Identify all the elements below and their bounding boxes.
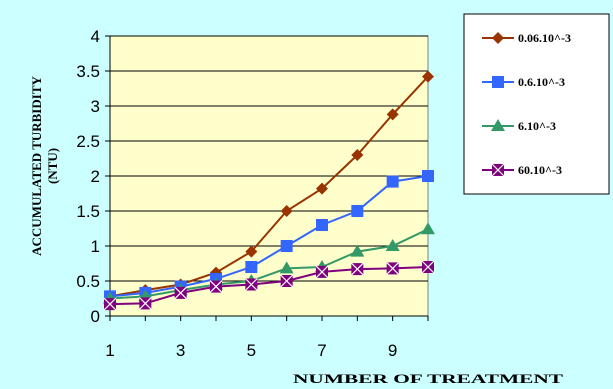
legend-marker (492, 76, 504, 88)
series-line (109, 228, 429, 300)
data-point (244, 278, 258, 291)
data-point (386, 175, 399, 188)
data-point (351, 149, 364, 161)
series-line (109, 175, 429, 298)
series-2 (104, 170, 434, 303)
data-point (280, 240, 293, 252)
data-point (245, 245, 258, 258)
tick-marks (105, 35, 429, 321)
data-point (350, 262, 364, 276)
legend-marker (491, 163, 505, 177)
data-point (350, 244, 365, 257)
y-tick-label: 1.5 (76, 202, 100, 221)
x-tick-label: 3 (176, 341, 185, 360)
legend-item: 6.10^-3 (482, 119, 556, 133)
data-point (351, 205, 364, 217)
data-point (174, 286, 188, 300)
legend-label: 0.6.10^-3 (518, 75, 565, 89)
data-point (385, 239, 400, 251)
series-line (109, 75, 429, 298)
data-point (386, 261, 400, 275)
y-tick-label: 3 (91, 97, 100, 116)
data-point (245, 261, 258, 273)
legend-item: 0.6.10^-3 (482, 75, 565, 89)
y-tick-labels: 0 0.5 1 1.5 2 2.5 3 3.5 4 (76, 27, 100, 326)
data-point (280, 274, 294, 288)
y-tick-label: 3.5 (76, 62, 100, 81)
x-tick-label: 7 (317, 341, 326, 360)
data-point (209, 280, 223, 294)
y-tick-label: 2.5 (76, 132, 100, 151)
y-tick-label: 2 (91, 167, 100, 186)
y-tick-label: 1 (91, 237, 100, 256)
series-4 (103, 260, 435, 311)
gridlines (110, 35, 428, 282)
y-axis-title-line1: ACCUMULATED TURBIDITY (29, 76, 44, 256)
y-axis-title-line2: (NTU) (45, 148, 60, 184)
series-line (109, 266, 429, 306)
data-point (138, 296, 152, 310)
series-layer (103, 70, 435, 311)
legend-item: 60.10^-3 (482, 163, 562, 177)
data-point (421, 222, 435, 235)
data-point (421, 260, 435, 274)
data-point (422, 170, 434, 182)
data-point (316, 182, 328, 195)
y-tick-label: 0.5 (76, 272, 100, 291)
legend-marker (492, 32, 504, 44)
data-point (315, 265, 329, 279)
data-point (422, 70, 434, 83)
data-point (103, 297, 117, 311)
legend-label: 60.10^-3 (518, 163, 562, 177)
legend-items: 0.06.10^-3 0.6.10^-3 6.10^-3 60.10^-3 (482, 31, 571, 177)
legend (463, 13, 610, 195)
x-axis-title: NUMBER OF TREATMENT (293, 371, 564, 386)
data-point (386, 108, 399, 121)
legend-marker (491, 119, 505, 131)
legend-label: 0.06.10^-3 (518, 31, 571, 45)
x-tick-label: 5 (247, 341, 256, 360)
y-tick-label: 4 (91, 27, 100, 46)
legend-label: 6.10^-3 (518, 119, 556, 133)
data-point (280, 205, 293, 217)
x-tick-label: 9 (388, 341, 397, 360)
y-tick-label: 0 (91, 307, 100, 326)
legend-item: 0.06.10^-3 (482, 31, 571, 45)
x-tick-label: 1 (105, 341, 114, 360)
data-point (316, 219, 328, 231)
x-tick-labels: 1 3 5 7 9 (105, 341, 397, 360)
data-point (279, 261, 294, 274)
